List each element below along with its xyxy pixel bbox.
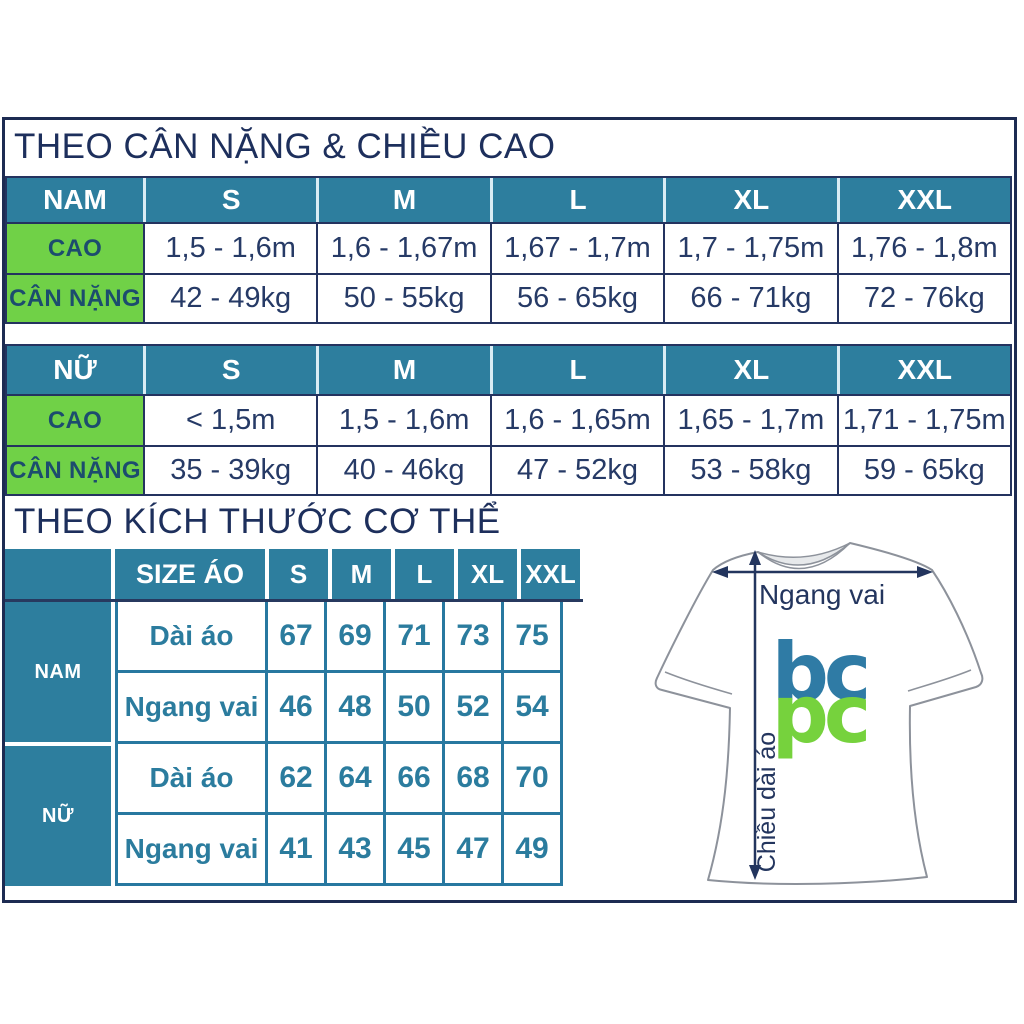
table-cell: 42 - 49kg <box>143 273 317 322</box>
logo-pc: pc <box>772 668 867 761</box>
tshirt-measure-diagram: Ngang vai Chiều dài áo bc pc <box>654 542 984 885</box>
column-header: L <box>489 346 664 394</box>
column-header: XL <box>663 178 837 222</box>
column-header: M <box>316 346 490 394</box>
table-cell: 69 <box>327 602 386 673</box>
column-header: M <box>332 549 391 599</box>
table-cell: 52 <box>445 673 504 744</box>
table-cell: 59 - 65kg <box>836 445 1010 494</box>
column-header: XL <box>663 346 837 394</box>
left-cuff-line <box>664 671 733 695</box>
table-cell: 75 <box>504 602 563 673</box>
tshirt-outline <box>654 542 984 885</box>
table-cell: 70 <box>504 744 563 815</box>
row-label: CÂN NẶNG <box>7 273 143 322</box>
table-cell: 64 <box>327 744 386 815</box>
row-label: CAO <box>7 222 143 273</box>
column-header: XXL <box>836 346 1010 394</box>
arrowhead-bottom <box>749 865 761 880</box>
table-cell: 68 <box>445 744 504 815</box>
table-cell: 1,76 - 1,8m <box>836 222 1010 273</box>
column-header: M <box>316 178 490 222</box>
women-weight-height-table: NỮ S M L XL XXL CAO < 1,5m 1,5 - 1,6m 1,… <box>5 344 1012 496</box>
table-cell: 1,7 - 1,75m <box>663 222 837 273</box>
table-cell: 53 - 58kg <box>663 445 837 494</box>
column-header: S <box>143 178 317 222</box>
collar-band <box>757 542 851 570</box>
table-cell: 40 - 46kg <box>316 445 490 494</box>
table-cell: 73 <box>445 602 504 673</box>
table-cell: 62 <box>268 744 327 815</box>
men-weight-height-table: NAM S M L XL XXL CAO 1,5 - 1,6m 1,6 - 1,… <box>5 176 1012 324</box>
table-cell: 1,65 - 1,7m <box>663 394 837 445</box>
table-cell: 1,6 - 1,65m <box>489 394 664 445</box>
table-cell: 41 <box>268 815 327 886</box>
table-cell: 50 - 55kg <box>316 273 490 322</box>
row-label: Ngang vai <box>118 815 268 886</box>
table-cell: 56 - 65kg <box>489 273 664 322</box>
column-header: S <box>269 549 328 599</box>
table-cell: 47 <box>445 815 504 886</box>
table-cell: 71 <box>386 602 445 673</box>
row-label: CAO <box>7 394 143 445</box>
column-header: S <box>143 346 317 394</box>
table-cell: 72 - 76kg <box>836 273 1010 322</box>
group-label-men: NAM <box>5 602 111 742</box>
row-label: Ngang vai <box>118 673 268 744</box>
table-cell: 48 <box>327 673 386 744</box>
group-column: NAM NỮ <box>5 602 111 886</box>
table-cell: 35 - 39kg <box>143 445 317 494</box>
measurement-table-header: SIZE ÁO S M L XL XXL <box>5 549 583 602</box>
column-header: NAM <box>7 178 143 222</box>
table-cell: 49 <box>504 815 563 886</box>
right-cuff-line <box>907 669 972 692</box>
garment-measurement-table: SIZE ÁO S M L XL XXL NAM NỮ Dài áo 67 69… <box>5 549 583 886</box>
table-cell: 50 <box>386 673 445 744</box>
table-cell: 1,5 - 1,6m <box>316 394 490 445</box>
shirt-length-label: Chiều dài áo <box>753 732 781 872</box>
table-cell: 1,71 - 1,75m <box>836 394 1010 445</box>
logo-bc: bc <box>772 626 867 719</box>
arrowhead-right <box>917 566 933 578</box>
table-cell: 46 <box>268 673 327 744</box>
row-label: Dài áo <box>118 602 268 673</box>
table-cell: 45 <box>386 815 445 886</box>
column-header: SIZE ÁO <box>115 549 265 599</box>
column-header: L <box>489 178 664 222</box>
table-cell: 47 - 52kg <box>489 445 664 494</box>
table-cell: 67 <box>268 602 327 673</box>
group-label-women: NỮ <box>5 746 111 886</box>
section-title-body-size: THEO KÍCH THƯỚC CƠ THỂ <box>14 502 501 541</box>
measurement-grid: Dài áo 67 69 71 73 75 Ngang vai 46 48 50… <box>115 602 563 886</box>
row-label: Dài áo <box>118 744 268 815</box>
table-cell: < 1,5m <box>143 394 317 445</box>
column-header: L <box>395 549 454 599</box>
table-cell: 54 <box>504 673 563 744</box>
table-cell: 66 - 71kg <box>663 273 837 322</box>
table-cell: 43 <box>327 815 386 886</box>
table-cell: 1,67 - 1,7m <box>489 222 664 273</box>
row-label: CÂN NẶNG <box>7 445 143 494</box>
arrowhead-top <box>749 550 761 565</box>
arrowhead-left <box>712 566 728 578</box>
table-cell: 1,5 - 1,6m <box>143 222 317 273</box>
shoulder-width-label: Ngang vai <box>759 579 885 610</box>
corner-cell <box>5 549 111 599</box>
column-header: XL <box>458 549 517 599</box>
section-title-weight-height: THEO CÂN NẶNG & CHIỀU CAO <box>14 127 556 166</box>
column-header: XXL <box>521 549 580 599</box>
column-header: NỮ <box>7 346 143 394</box>
size-guide-panel: THEO CÂN NẶNG & CHIỀU CAO NAM S M L XL X… <box>2 117 1017 903</box>
column-header: XXL <box>836 178 1010 222</box>
table-cell: 1,6 - 1,67m <box>316 222 490 273</box>
table-cell: 66 <box>386 744 445 815</box>
